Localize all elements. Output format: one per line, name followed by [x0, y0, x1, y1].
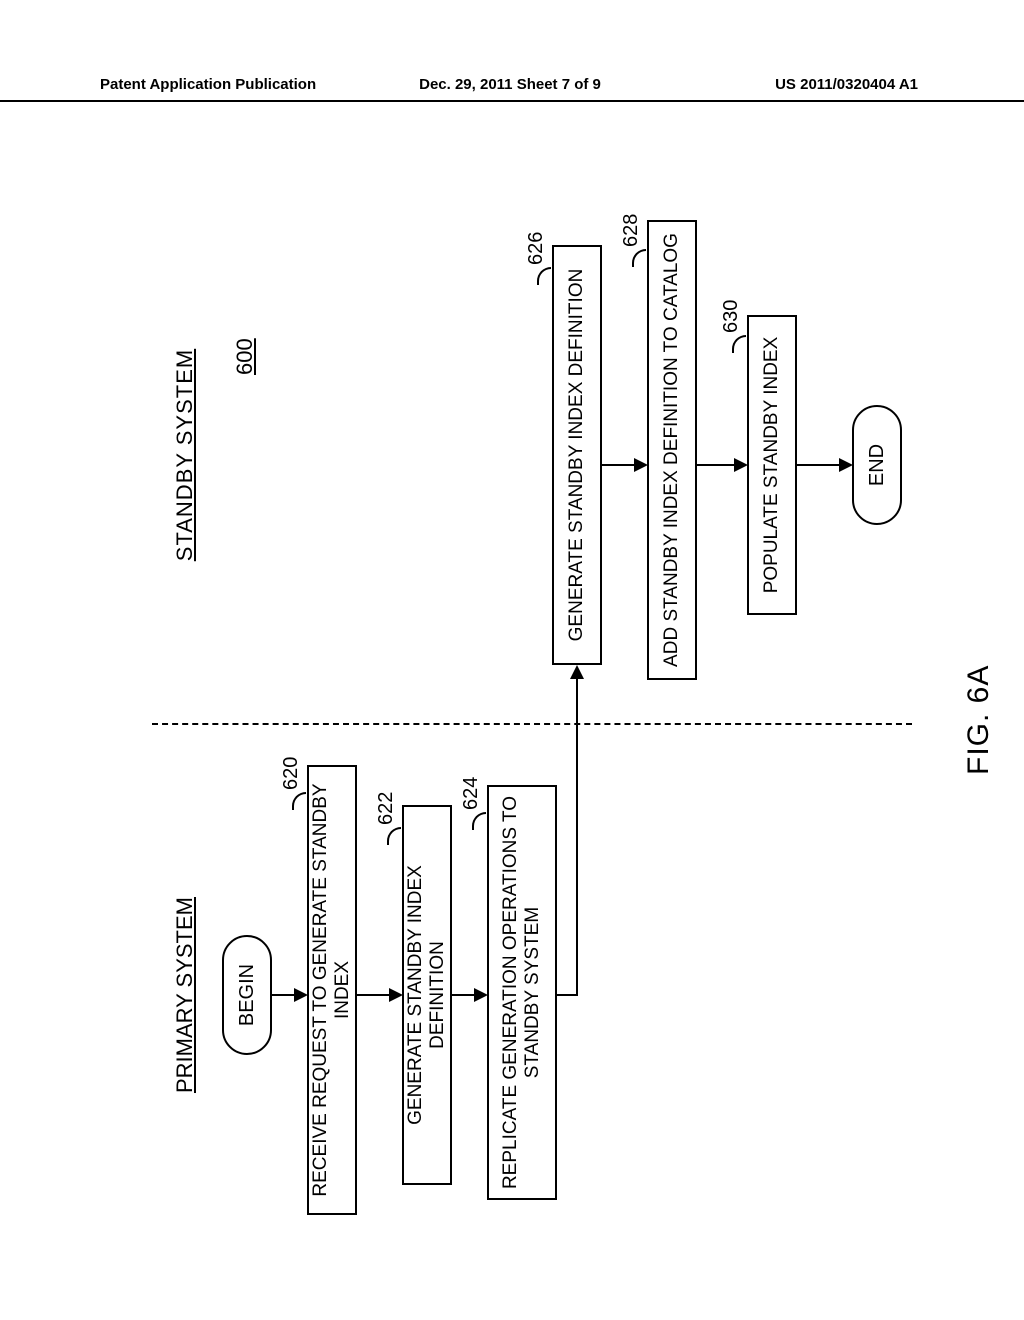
leader-mark — [292, 792, 306, 810]
arrow-seg — [557, 994, 577, 996]
step-622-text: GENERATE STANDBY INDEX DEFINITION — [405, 815, 449, 1175]
header-right: US 2011/0320404 A1 — [775, 76, 918, 93]
primary-system-heading: PRIMARY SYSTEM — [172, 805, 198, 1185]
arrowhead-icon — [474, 988, 488, 1002]
begin-label: BEGIN — [236, 964, 259, 1026]
figure-caption: FIG. 6A — [962, 665, 996, 775]
step-628: ADD STANDBY INDEX DEFINITION TO CATALOG — [647, 220, 697, 680]
step-630-text: POPULATE STANDBY INDEX — [761, 337, 783, 594]
ref-630: 630 — [720, 300, 743, 333]
arrow-seg — [357, 994, 392, 996]
arrowhead-icon — [294, 988, 308, 1002]
leader-mark — [472, 812, 486, 830]
step-620: RECEIVE REQUEST TO GENERATE STANDBY INDE… — [307, 765, 357, 1215]
header-left: Patent Application Publication — [100, 76, 316, 93]
leader-mark — [537, 267, 551, 285]
figure-rotated-wrapper: PRIMARY SYSTEM STANDBY SYSTEM 600 BEGIN … — [142, 175, 882, 1225]
page-header: Patent Application Publication Dec. 29, … — [0, 76, 1024, 102]
step-628-text: ADD STANDBY INDEX DEFINITION TO CATALOG — [661, 233, 683, 667]
begin-terminator: BEGIN — [222, 935, 272, 1055]
arrowhead-icon — [570, 665, 584, 679]
header-center: Dec. 29, 2011 Sheet 7 of 9 — [360, 76, 660, 93]
step-624: REPLICATE GENERATION OPERATIONS TO STAND… — [487, 785, 557, 1200]
ref-620: 620 — [280, 757, 303, 790]
arrowhead-icon — [389, 988, 403, 1002]
arrow-seg — [797, 464, 842, 466]
flowchart: PRIMARY SYSTEM STANDBY SYSTEM 600 BEGIN … — [142, 175, 882, 1225]
arrow-seg — [602, 464, 637, 466]
arrowhead-icon — [634, 458, 648, 472]
step-622: GENERATE STANDBY INDEX DEFINITION — [402, 805, 452, 1185]
ref-600: 600 — [232, 338, 258, 375]
arrow-seg — [697, 464, 737, 466]
page: Patent Application Publication Dec. 29, … — [0, 0, 1024, 1320]
end-label: END — [866, 444, 889, 486]
leader-mark — [387, 827, 401, 845]
standby-system-heading: STANDBY SYSTEM — [172, 245, 198, 665]
ref-626: 626 — [525, 232, 548, 265]
step-626-text: GENERATE STANDBY INDEX DEFINITION — [566, 269, 588, 642]
step-620-text: RECEIVE REQUEST TO GENERATE STANDBY INDE… — [310, 775, 354, 1205]
leader-mark — [732, 335, 746, 353]
ref-622: 622 — [375, 792, 398, 825]
leader-mark — [632, 249, 646, 267]
swimlane-divider — [152, 723, 912, 725]
arrow-seg — [576, 676, 578, 996]
arrowhead-icon — [839, 458, 853, 472]
ref-628: 628 — [620, 214, 643, 247]
arrowhead-icon — [734, 458, 748, 472]
end-terminator: END — [852, 405, 902, 525]
step-630: POPULATE STANDBY INDEX — [747, 315, 797, 615]
step-626: GENERATE STANDBY INDEX DEFINITION — [552, 245, 602, 665]
step-624-text: REPLICATE GENERATION OPERATIONS TO STAND… — [500, 795, 544, 1190]
ref-624: 624 — [460, 777, 483, 810]
